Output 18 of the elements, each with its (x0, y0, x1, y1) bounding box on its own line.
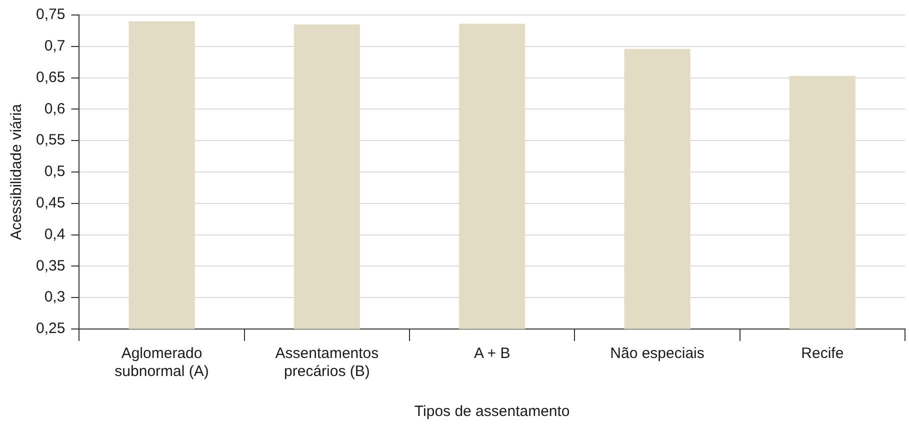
y-tick-label: 0,45 (36, 194, 66, 212)
y-axis-title: Acessibilidade viária (8, 103, 26, 240)
x-tick-label: Não especiais (610, 345, 704, 362)
y-tick-label: 0,4 (44, 226, 66, 243)
x-axis-title: Tipos de assentamento (414, 403, 570, 420)
y-tick-label: 0,3 (44, 288, 66, 306)
x-tick-label: Assentamentos precários (B) (275, 345, 379, 380)
x-tick-label: Recife (801, 345, 844, 362)
y-tick-label: 0,55 (36, 132, 66, 149)
y-tick-label: 0,25 (36, 320, 66, 338)
y-tick-label: 0,65 (36, 68, 66, 86)
x-tick-label: A + B (474, 345, 510, 362)
y-tick-label: 0,5 (44, 163, 66, 180)
y-tick-label: 0,35 (36, 257, 66, 274)
y-tick-label: 0,6 (44, 100, 66, 118)
y-tick-label: 0,7 (44, 38, 66, 55)
y-tick-label: 0,75 (36, 6, 66, 24)
x-tick-label: Aglomerado subnormal (A) (114, 345, 209, 380)
